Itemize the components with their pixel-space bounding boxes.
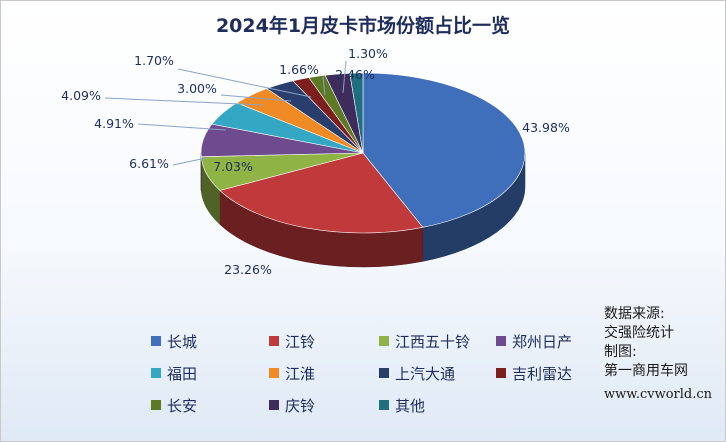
legend-swatch [269, 400, 279, 410]
data-label-福田: 4.91% [94, 116, 134, 131]
pie-slice-长城 [362, 72, 526, 228]
data-label-长安: 1.66% [279, 62, 319, 77]
legend-swatch [379, 336, 389, 346]
leader-line-其他 [342, 60, 347, 94]
legend-swatch [151, 368, 161, 378]
legend-label: 江铃 [285, 332, 316, 351]
legend-swatch [496, 336, 506, 346]
data-label-庆铃: 2.46% [335, 67, 375, 82]
legend-item-吉利雷达: 吉利雷达 [496, 363, 596, 383]
legend-label: 其他 [395, 396, 426, 415]
data-label-江铃: 23.26% [224, 262, 272, 277]
chart-title: 2024年1月皮卡市场份额占比一览 [216, 14, 510, 37]
leader-line-长安 [322, 76, 326, 96]
legend-swatch [151, 336, 161, 346]
legend-item-江铃: 江铃 [269, 331, 379, 351]
pie-slice-江铃 [219, 152, 424, 234]
legend-swatch [269, 368, 279, 378]
legend-label: 庆铃 [285, 396, 316, 415]
legend-swatch [151, 400, 161, 410]
leader-line-江淮 [104, 97, 264, 106]
source-line-1: 数据来源: [604, 306, 665, 322]
legend-label: 吉利雷达 [512, 364, 573, 383]
pie-slice-其他 [349, 72, 364, 154]
leader-line-福田 [137, 123, 227, 131]
legend-item-江西五十铃: 江西五十铃 [379, 331, 496, 351]
data-label-长城: 43.98% [522, 120, 570, 135]
leader-line-吉利雷达 [177, 68, 312, 98]
legend-item-长城: 长城 [151, 331, 269, 351]
legend-item-其他: 其他 [379, 395, 496, 415]
legend-item-上汽大通: 上汽大通 [379, 363, 496, 383]
legend-swatch [496, 368, 506, 378]
legend-label: 长安 [167, 396, 198, 415]
legend-label: 江淮 [285, 364, 316, 383]
legend-item-长安: 长安 [151, 395, 269, 415]
legend-label: 江西五十铃 [395, 332, 471, 351]
data-label-郑州日产: 6.61% [129, 156, 169, 171]
data-labels: 43.98% 23.26% 7.03% 6.61% 4.91% 4.09% 3.00%1.7… [61, 46, 570, 277]
legend-item-江淮: 江淮 [269, 363, 379, 383]
source-url: www.cvworld.cn [604, 387, 713, 402]
legend-swatch [269, 336, 279, 346]
source-line-2: 交强险统计 [604, 325, 674, 341]
legend-label: 郑州日产 [512, 332, 573, 351]
leader-lines [104, 60, 347, 166]
data-label-其他: 1.30% [348, 46, 388, 61]
leader-line-上汽大通 [220, 94, 292, 102]
legend-swatch [379, 368, 389, 378]
data-label-上汽大通: 3.00% [177, 81, 217, 96]
legend-label: 长城 [167, 332, 198, 351]
data-label-江西五十铃: 7.03% [213, 159, 253, 174]
chart-legend: 长城 江铃 江西五十铃 郑州日产福田 江淮 上汽大通 吉利雷达长安 庆铃 其他 [151, 331, 591, 415]
legend-label: 上汽大通 [395, 364, 456, 383]
source-line-3: 制图: [604, 344, 637, 360]
legend-item-福田: 福田 [151, 363, 269, 383]
leader-line-郑州日产 [172, 157, 207, 166]
source-line-4: 第一商用车网 [604, 363, 688, 379]
data-label-江淮: 4.09% [61, 88, 101, 103]
data-label-吉利雷达: 1.70% [134, 53, 174, 68]
source-note: 数据来源: 交强险统计 制图: 第一商用车网 www.cvworld.cn [604, 305, 712, 402]
legend-item-郑州日产: 郑州日产 [496, 331, 596, 351]
legend-item-庆铃: 庆铃 [269, 395, 379, 415]
legend-swatch [379, 400, 389, 410]
pie-top [200, 72, 526, 234]
legend-label: 福田 [167, 364, 198, 383]
